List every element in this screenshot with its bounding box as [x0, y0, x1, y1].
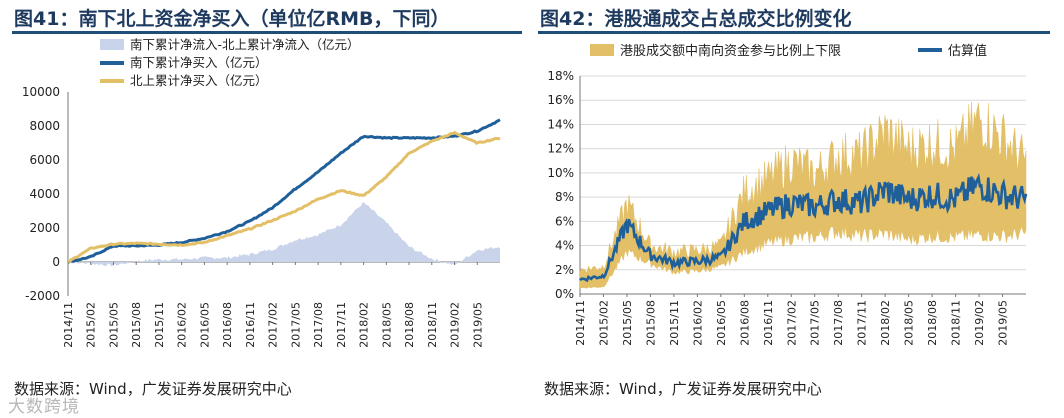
right-x-tick-label: 2016/11 [762, 300, 775, 346]
legend-label: 南下累计净买入（亿元） [130, 55, 268, 70]
right-x-tick-label: 2019/05 [997, 300, 1010, 346]
left-x-tick-label: 2019/05 [471, 302, 484, 348]
left-x-tick-label: 2017/11 [335, 302, 348, 348]
right-y-tick-label: 18% [547, 69, 574, 83]
left-y-tick-label: 4000 [29, 187, 60, 201]
right-chart: 0% 2% 4% 6% 8% 10% 12% 14% 16% 18% 2014/11 2015/02 2… [547, 43, 1028, 346]
left-y-tick-label: 6000 [29, 153, 60, 167]
legend-swatch-area [100, 39, 124, 50]
right-x-tick-label: 2017/05 [809, 300, 822, 346]
right-x-tick-label: 2016/02 [691, 300, 704, 346]
left-x-tick-label: 2016/11 [244, 302, 257, 348]
right-x-tick-label: 2014/11 [574, 300, 587, 346]
left-x-tick-label: 2015/08 [130, 302, 143, 348]
left-x-tick-label: 2016/08 [221, 302, 234, 348]
right-x-tick-label: 2018/02 [879, 300, 892, 346]
legend-label: 南下累计净流入-北上累计净流入（亿元） [130, 37, 360, 52]
right-y-tick-label: 8% [555, 190, 574, 204]
right-x-tick-label: 2016/08 [738, 300, 751, 346]
series-estimate-line [579, 173, 1028, 283]
legend-swatch-band [590, 44, 614, 56]
left-x-tick-label: 2015/11 [153, 302, 166, 348]
legend-label: 北上累计净买入（亿元） [130, 73, 268, 88]
left-x-tick-label: 2017/02 [267, 302, 280, 348]
right-y-tick-label: 0% [555, 287, 574, 301]
left-y-tick-label: 2000 [29, 221, 60, 235]
legend-label: 港股成交额中南向资金参与比例上下限 [620, 43, 841, 59]
right-x-tick-label: 2015/05 [621, 300, 634, 346]
right-y-tick-label: 14% [547, 117, 574, 131]
right-y-tick-label: 4% [555, 239, 574, 253]
right-source-note: 数据来源：Wind，广发证券发展研究中心 [544, 380, 822, 398]
left-x-tick-label: 2015/02 [85, 302, 98, 348]
left-y-tick-label: -2000 [25, 289, 60, 303]
left-x-tick-label: 2019/02 [449, 302, 462, 348]
right-x-tick-label: 2017/02 [785, 300, 798, 346]
right-x-tick-label: 2018/08 [926, 300, 939, 346]
right-x-tick-label: 2015/11 [668, 300, 681, 346]
right-x-tick-label: 2018/05 [903, 300, 916, 346]
right-y-tick-label: 10% [547, 166, 574, 180]
right-x-tick-label: 2018/11 [950, 300, 963, 346]
right-x-tick-label: 2017/08 [832, 300, 845, 346]
right-x-tick-label: 2015/08 [644, 300, 657, 346]
right-title-rule [538, 31, 1050, 34]
right-x-tick-label: 2016/05 [715, 300, 728, 346]
right-y-tick-label: 2% [555, 263, 574, 277]
watermark-text: 大数跨境 [8, 397, 80, 417]
series-net-difference-area [68, 202, 500, 267]
right-x-tick-label: 2015/02 [597, 300, 610, 346]
left-x-tick-label: 2018/02 [358, 302, 371, 348]
right-chart-title: 图42：港股通成交占总成交比例变化 [540, 8, 852, 30]
left-x-tick-label: 2016/02 [176, 302, 189, 348]
left-x-tick-label: 2015/05 [107, 302, 120, 348]
left-chart-title: 图41：南下北上资金净买入（单位亿RMB，下同） [14, 8, 450, 30]
right-x-tick-label: 2017/11 [856, 300, 869, 346]
left-x-tick-label: 2018/11 [426, 302, 439, 348]
left-source-note: 数据来源：Wind，广发证券发展研究中心 [14, 380, 292, 398]
left-x-tick-label: 2018/08 [403, 302, 416, 348]
series-northbound-line [67, 130, 501, 263]
series-southbound-line [67, 118, 501, 264]
left-x-tick-label: 2018/05 [380, 302, 393, 348]
right-x-tick-label: 2019/02 [973, 300, 986, 346]
left-x-tick-label: 2014/11 [62, 302, 75, 348]
legend-label: 估算值 [948, 43, 987, 59]
left-y-tick-label: 8000 [29, 119, 60, 133]
left-title-rule [12, 31, 522, 34]
left-y-tick-label: 10000 [22, 85, 60, 99]
right-y-tick-label: 6% [555, 214, 574, 228]
left-chart: -2000 0 2000 4000 6000 8000 10000 2014/11 2015/0… [22, 37, 501, 348]
left-y-tick-label: 0 [52, 255, 60, 269]
left-x-tick-label: 2017/08 [312, 302, 325, 348]
left-x-tick-label: 2016/05 [198, 302, 211, 348]
left-x-tick-label: 2017/05 [289, 302, 302, 348]
right-y-tick-label: 12% [547, 142, 574, 156]
right-y-tick-label: 16% [547, 93, 574, 107]
